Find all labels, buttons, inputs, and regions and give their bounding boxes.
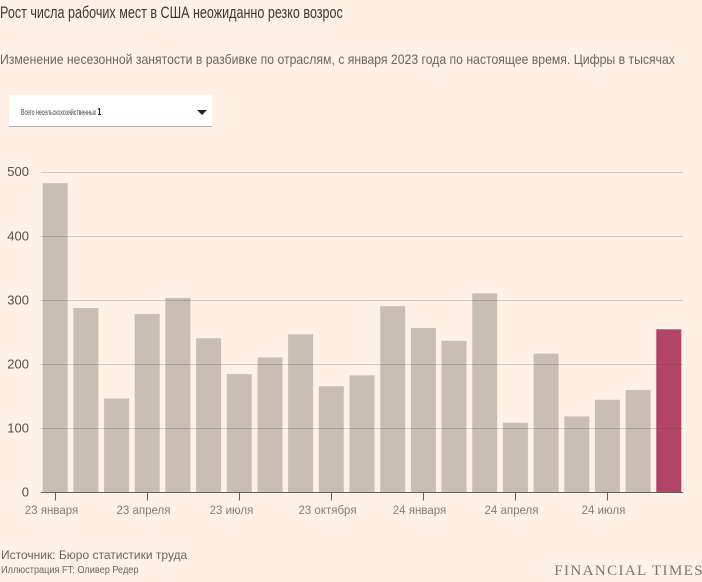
svg-text:23 января: 23 января: [25, 505, 78, 517]
svg-text:23 июля: 23 июля: [210, 505, 254, 517]
svg-text:300: 300: [7, 292, 29, 307]
svg-text:24 апреля: 24 апреля: [485, 505, 539, 517]
svg-text:23 октября: 23 октября: [298, 505, 356, 517]
svg-text:0: 0: [22, 485, 29, 500]
svg-text:400: 400: [7, 228, 29, 243]
svg-text:24 июля: 24 июля: [582, 505, 626, 517]
svg-text:24 января: 24 января: [393, 505, 446, 517]
svg-text:200: 200: [7, 356, 29, 371]
svg-text:100: 100: [7, 420, 29, 435]
svg-text:500: 500: [7, 164, 29, 179]
svg-text:23 апреля: 23 апреля: [117, 505, 171, 517]
